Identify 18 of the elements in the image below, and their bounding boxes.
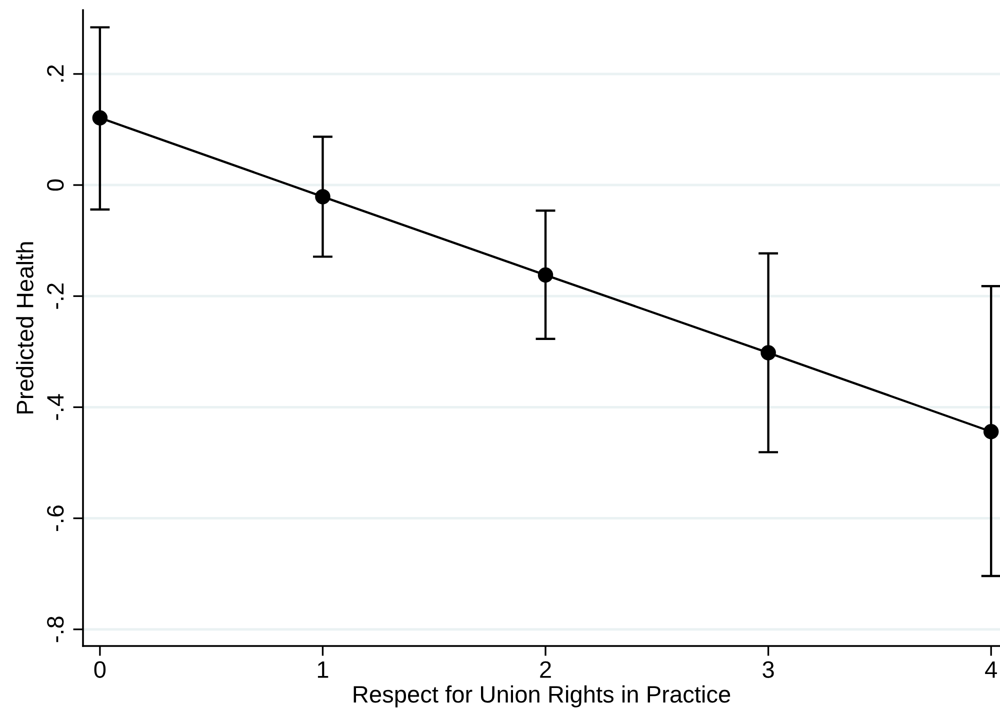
y-tick-label: -.8	[47, 616, 64, 642]
y-tick-label: .2	[47, 65, 64, 82]
x-tick-label: 4	[985, 661, 997, 678]
x-tick-label: 2	[540, 661, 551, 678]
point	[538, 267, 554, 283]
y-tick-label: -.6	[47, 506, 64, 532]
x-tick-label: 0	[94, 661, 106, 678]
point	[983, 424, 999, 440]
y-tick-label: -.2	[47, 284, 64, 309]
x-axis-title: Respect for Union Rights in Practice	[354, 685, 730, 708]
point	[760, 345, 776, 360]
y-tick-label: -.4	[47, 394, 64, 420]
point	[92, 110, 108, 126]
y-axis-title: Predicted Health	[16, 242, 34, 414]
y-tick-label: 0	[47, 179, 64, 191]
x-tick-label: 3	[762, 661, 774, 678]
x-tick-label: 1	[318, 661, 328, 678]
point	[315, 189, 330, 204]
